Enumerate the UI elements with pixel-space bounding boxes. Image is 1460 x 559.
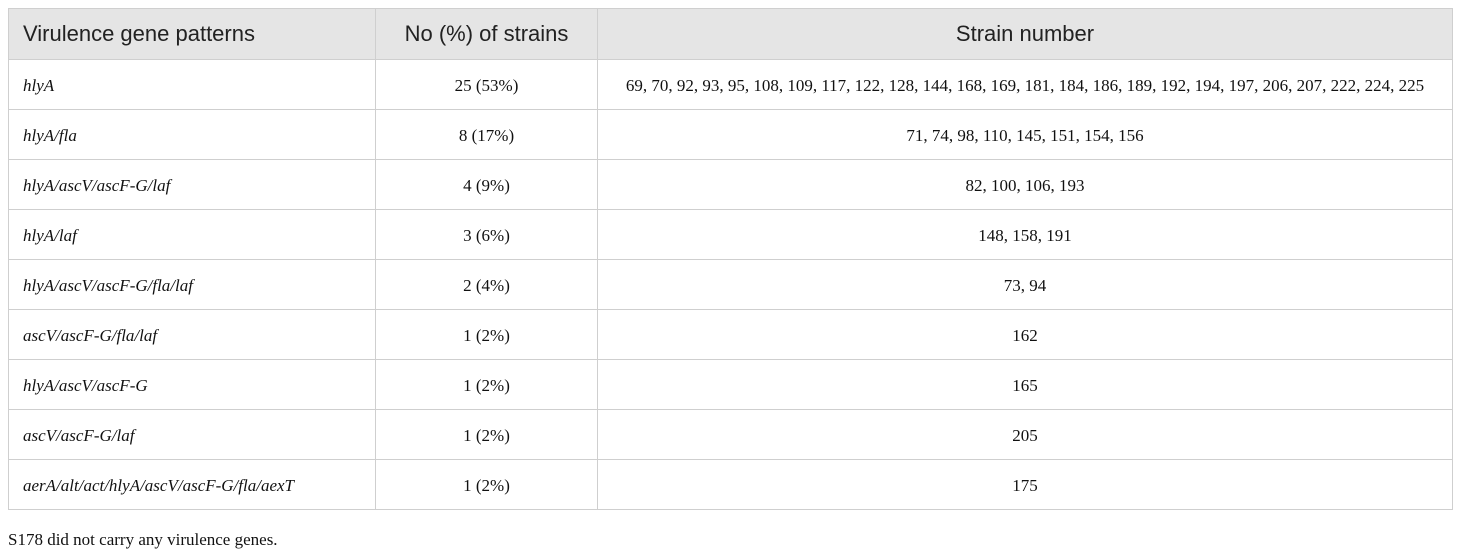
table-row: hlyA 25 (53%) 69, 70, 92, 93, 95, 108, 109…: [8, 59, 1453, 110]
table-cell: ascV/ascF-G/laf: [8, 409, 376, 460]
table-cell: 8 (17%): [375, 109, 598, 160]
table-cell: hlyA/ascV/ascF-G/laf: [8, 159, 376, 210]
table-cell: 3 (6%): [375, 209, 598, 260]
table-cell: 82, 100, 106, 193: [597, 159, 1453, 210]
table-cell: 162: [597, 309, 1453, 360]
table-cell: hlyA/ascV/ascF-G: [8, 359, 376, 410]
table-cell: 165: [597, 359, 1453, 410]
header-cell: Strain number: [597, 8, 1453, 60]
footnote: S178 did not carry any virulence genes.: [8, 530, 278, 549]
header-cell: Virulence gene patterns: [8, 8, 376, 60]
table-cell: 175: [597, 459, 1453, 510]
table-cell: 1 (2%): [375, 359, 598, 410]
header-cell: No (%) of strains: [375, 8, 598, 60]
table-cell: hlyA/fla: [8, 109, 376, 160]
table-cell: aerA/alt/act/hlyA/ascV/ascF-G/fla/aexT: [8, 459, 376, 510]
table-cell: 69, 70, 92, 93, 95, 108, 109, 117, 122, …: [597, 59, 1453, 110]
header-row: Virulence gene patterns No (%) of strains…: [8, 8, 1453, 60]
table-cell: 1 (2%): [375, 459, 598, 510]
table-cell: 25 (53%): [375, 59, 598, 110]
table-row: hlyA/ascV/ascF-G/laf 4 (9%) 82, 100, 106, …: [8, 159, 1453, 210]
table-cell: hlyA/laf: [8, 209, 376, 260]
virulence-table: Virulence gene patterns No (%) of strains…: [8, 8, 1453, 510]
table-cell: 1 (2%): [375, 309, 598, 360]
table-cell: 73, 94: [597, 259, 1453, 310]
table-row: aerA/alt/act/hlyA/ascV/ascF-G/fla/aexT 1 …: [8, 459, 1453, 510]
table-cell: 148, 158, 191: [597, 209, 1453, 260]
table-cell: hlyA: [8, 59, 376, 110]
table-row: hlyA/laf 3 (6%) 148, 158, 191: [8, 209, 1453, 260]
table-cell: 71, 74, 98, 110, 145, 151, 154, 156: [597, 109, 1453, 160]
table-row: ascV/ascF-G/fla/laf 1 (2%) 162: [8, 309, 1453, 360]
table-row: hlyA/ascV/ascF-G 1 (2%) 165: [8, 359, 1453, 410]
table-cell: 205: [597, 409, 1453, 460]
table-cell: 4 (9%): [375, 159, 598, 210]
table-cell: 1 (2%): [375, 409, 598, 460]
table-cell: hlyA/ascV/ascF-G/fla/laf: [8, 259, 376, 310]
table-cell: 2 (4%): [375, 259, 598, 310]
table-body: hlyA 25 (53%) 69, 70, 92, 93, 95, 108, 109…: [8, 59, 1453, 510]
table-cell: ascV/ascF-G/fla/laf: [8, 309, 376, 360]
table-row: ascV/ascF-G/laf 1 (2%) 205: [8, 409, 1453, 460]
table-row: hlyA/ascV/ascF-G/fla/laf 2 (4%) 73, 94: [8, 259, 1453, 310]
table-row: hlyA/fla 8 (17%) 71, 74, 98, 110, 145, 151…: [8, 109, 1453, 160]
